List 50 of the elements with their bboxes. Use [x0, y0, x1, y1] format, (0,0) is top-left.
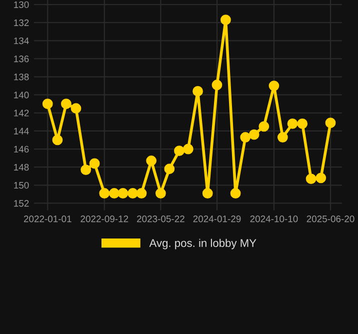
y-tick-label: 142: [14, 110, 29, 116]
point: [230, 188, 241, 198]
y-tick-label: 144: [14, 128, 29, 134]
point: [136, 188, 147, 198]
point: [287, 118, 298, 129]
point: [325, 118, 336, 128]
point: [277, 132, 288, 142]
legend-label: Avg. pos. in lobby MY: [149, 238, 256, 250]
x-tick-label: 2025-06-20: [306, 216, 354, 222]
point: [268, 80, 280, 92]
y-tick-label: 146: [14, 146, 29, 153]
point: [109, 188, 120, 198]
point: [297, 118, 308, 129]
point: [42, 98, 53, 110]
point: [212, 80, 222, 90]
point: [202, 188, 213, 198]
point: [89, 158, 100, 169]
y-tick-label: 134: [14, 37, 29, 44]
x-tick-label: 2024-01-29: [193, 216, 241, 222]
x-tick-label: 2024-10-10: [250, 216, 298, 222]
y-tick-label: 136: [14, 56, 29, 62]
point: [240, 132, 251, 142]
point: [52, 134, 63, 146]
point: [70, 103, 82, 114]
point: [128, 188, 138, 198]
y-tick-label: 148: [14, 164, 29, 171]
point: [182, 144, 194, 154]
point: [60, 98, 72, 110]
y-tick-label: 140: [14, 92, 29, 98]
point: [248, 129, 260, 140]
x-tick-label: 2023-05-22: [137, 216, 184, 222]
point: [155, 188, 166, 198]
point: [146, 156, 157, 166]
point: [306, 174, 316, 184]
x-tick-label: 2022-01-01: [24, 216, 72, 222]
point: [316, 172, 326, 184]
y-tick-label: 132: [14, 19, 29, 26]
y-tick-label: 152: [14, 200, 29, 207]
point: [164, 164, 175, 174]
y-tick-label: 150: [14, 182, 29, 189]
point: [258, 121, 270, 132]
point: [174, 146, 184, 156]
x-tick-label: 2022-09-12: [80, 216, 128, 222]
point: [220, 14, 231, 26]
point: [99, 188, 110, 198]
point: [118, 188, 128, 198]
point: [80, 164, 92, 175]
y-tick-label: 138: [14, 74, 29, 80]
point: [192, 86, 203, 96]
y-tick-label: 130: [14, 1, 29, 8]
